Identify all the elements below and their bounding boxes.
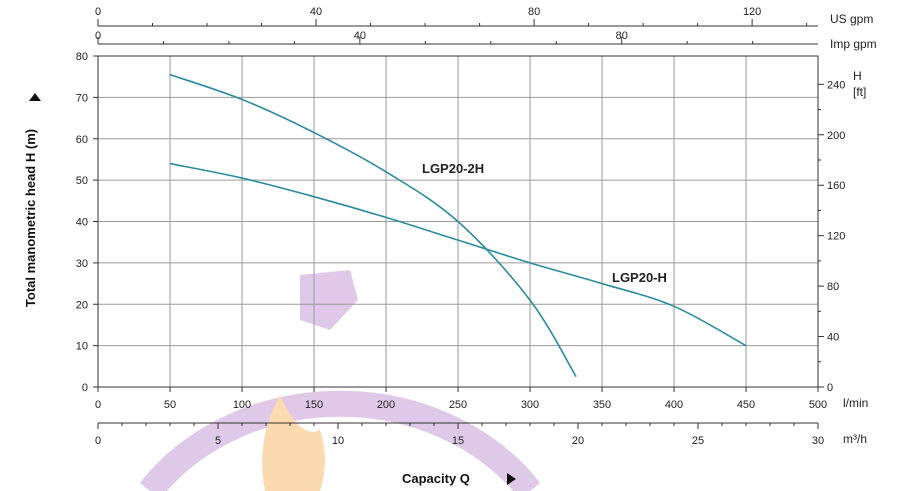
x-axis-title: Capacity Q	[402, 471, 470, 486]
y-tick-label-70: 70	[76, 92, 88, 104]
imp-gpm-unit: Imp gpm	[830, 37, 877, 51]
x-tick-label-50: 50	[164, 399, 176, 411]
ft-tick-label-160: 160	[827, 180, 845, 192]
watermark-flame	[262, 395, 325, 491]
imp-gpm-tick-label-40: 40	[354, 30, 366, 42]
y-axis-title: Total manometric head H (m)	[23, 129, 38, 307]
x-tick-label-500: 500	[809, 399, 827, 411]
x-axis-title-arrow-icon	[507, 473, 516, 485]
ft-tick-label-120: 120	[827, 231, 845, 243]
x-tick-label-150: 150	[305, 399, 323, 411]
m3h-tick-label-20: 20	[572, 435, 584, 447]
m3h-tick-label-0: 0	[95, 435, 101, 447]
series-label-lgp20-2h: LGP20-2H	[422, 161, 484, 176]
ft-unit-top: H	[853, 69, 862, 83]
ft-tick-label-0: 0	[827, 382, 833, 394]
series-curves	[169, 73, 747, 378]
y-tick-label-50: 50	[76, 175, 88, 187]
us-gpm-tick-label-80: 80	[528, 6, 540, 18]
watermark-logo	[139, 270, 541, 491]
x-tick-label-450: 450	[737, 399, 755, 411]
m3h-unit: m³/h	[843, 432, 867, 446]
x-tick-label-100: 100	[233, 399, 251, 411]
y-tick-label-30: 30	[76, 258, 88, 270]
m3h-tick-label-30: 30	[812, 435, 824, 447]
y-tick-label-20: 20	[76, 299, 88, 311]
x-tick-label-250: 250	[449, 399, 467, 411]
y-tick-label-10: 10	[76, 341, 88, 353]
x-tick-label-200: 200	[377, 399, 395, 411]
x-tick-label-0: 0	[95, 399, 101, 411]
ft-tick-label-240: 240	[827, 79, 845, 91]
watermark-ring	[139, 390, 541, 491]
series-curve-lgp20-h	[169, 162, 747, 347]
m3h-tick-label-5: 5	[215, 435, 221, 447]
y-axis-title-arrow-icon	[29, 93, 41, 101]
m3h-tick-label-25: 25	[692, 435, 704, 447]
series-curve-lgp20-2h	[169, 73, 577, 378]
us-gpm-unit: US gpm	[830, 12, 873, 26]
m3h-tick-label-10: 10	[332, 435, 344, 447]
y-tick-label-60: 60	[76, 134, 88, 146]
y-tick-label-80: 80	[76, 51, 88, 63]
imp-gpm-tick-label-0: 0	[95, 30, 101, 42]
x-tick-label-350: 350	[593, 399, 611, 411]
us-gpm-tick-label-120: 120	[743, 6, 761, 18]
ft-tick-label-200: 200	[827, 130, 845, 142]
y-tick-label-0: 0	[82, 382, 88, 394]
ft-tick-label-80: 80	[827, 281, 839, 293]
us-gpm-tick-label-40: 40	[310, 6, 322, 18]
imp-gpm-tick-label-80: 80	[616, 30, 628, 42]
x-tick-label-400: 400	[665, 399, 683, 411]
m3h-tick-label-15: 15	[452, 435, 464, 447]
watermark-gear	[300, 270, 358, 330]
y-tick-label-40: 40	[76, 217, 88, 229]
us-gpm-tick-label-0: 0	[95, 6, 101, 18]
ft-unit-bottom: [ft]	[853, 85, 866, 99]
series-label-lgp20-h: LGP20-H	[612, 270, 667, 285]
x-tick-label-300: 300	[521, 399, 539, 411]
lmin-unit: l/min	[843, 396, 868, 410]
ft-tick-label-40: 40	[827, 332, 839, 344]
axes	[93, 19, 824, 429]
